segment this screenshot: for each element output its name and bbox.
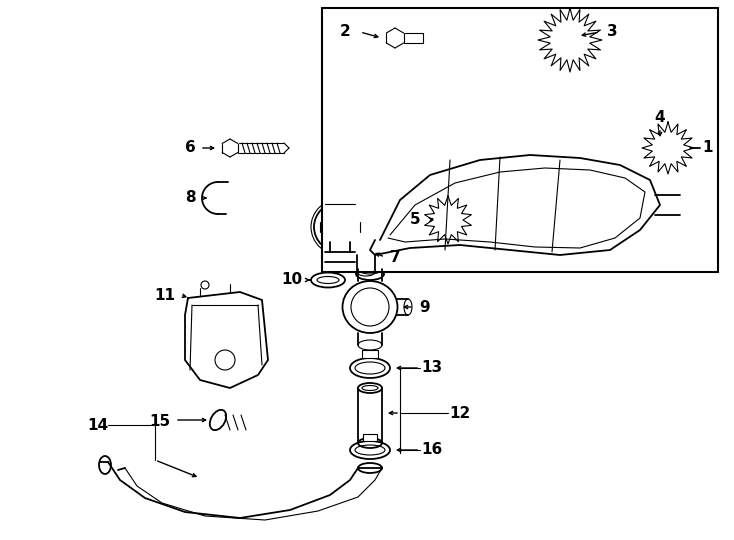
Text: 14: 14 (87, 417, 109, 433)
Text: 9: 9 (420, 300, 430, 314)
Text: 2: 2 (340, 24, 350, 39)
Text: 3: 3 (607, 24, 617, 39)
Text: 1: 1 (702, 140, 713, 156)
Text: 13: 13 (421, 361, 443, 375)
Text: 16: 16 (421, 442, 443, 457)
Text: 10: 10 (281, 273, 302, 287)
Text: 4: 4 (655, 111, 665, 125)
Text: 7: 7 (390, 249, 400, 265)
Bar (363, 434, 377, 441)
Text: 5: 5 (410, 213, 421, 227)
Text: 8: 8 (185, 191, 195, 206)
Text: 6: 6 (185, 140, 195, 156)
Bar (362, 350, 378, 358)
Text: 12: 12 (449, 406, 470, 421)
Text: 15: 15 (150, 415, 170, 429)
Bar (322, 8, 718, 272)
Text: 11: 11 (154, 287, 175, 302)
